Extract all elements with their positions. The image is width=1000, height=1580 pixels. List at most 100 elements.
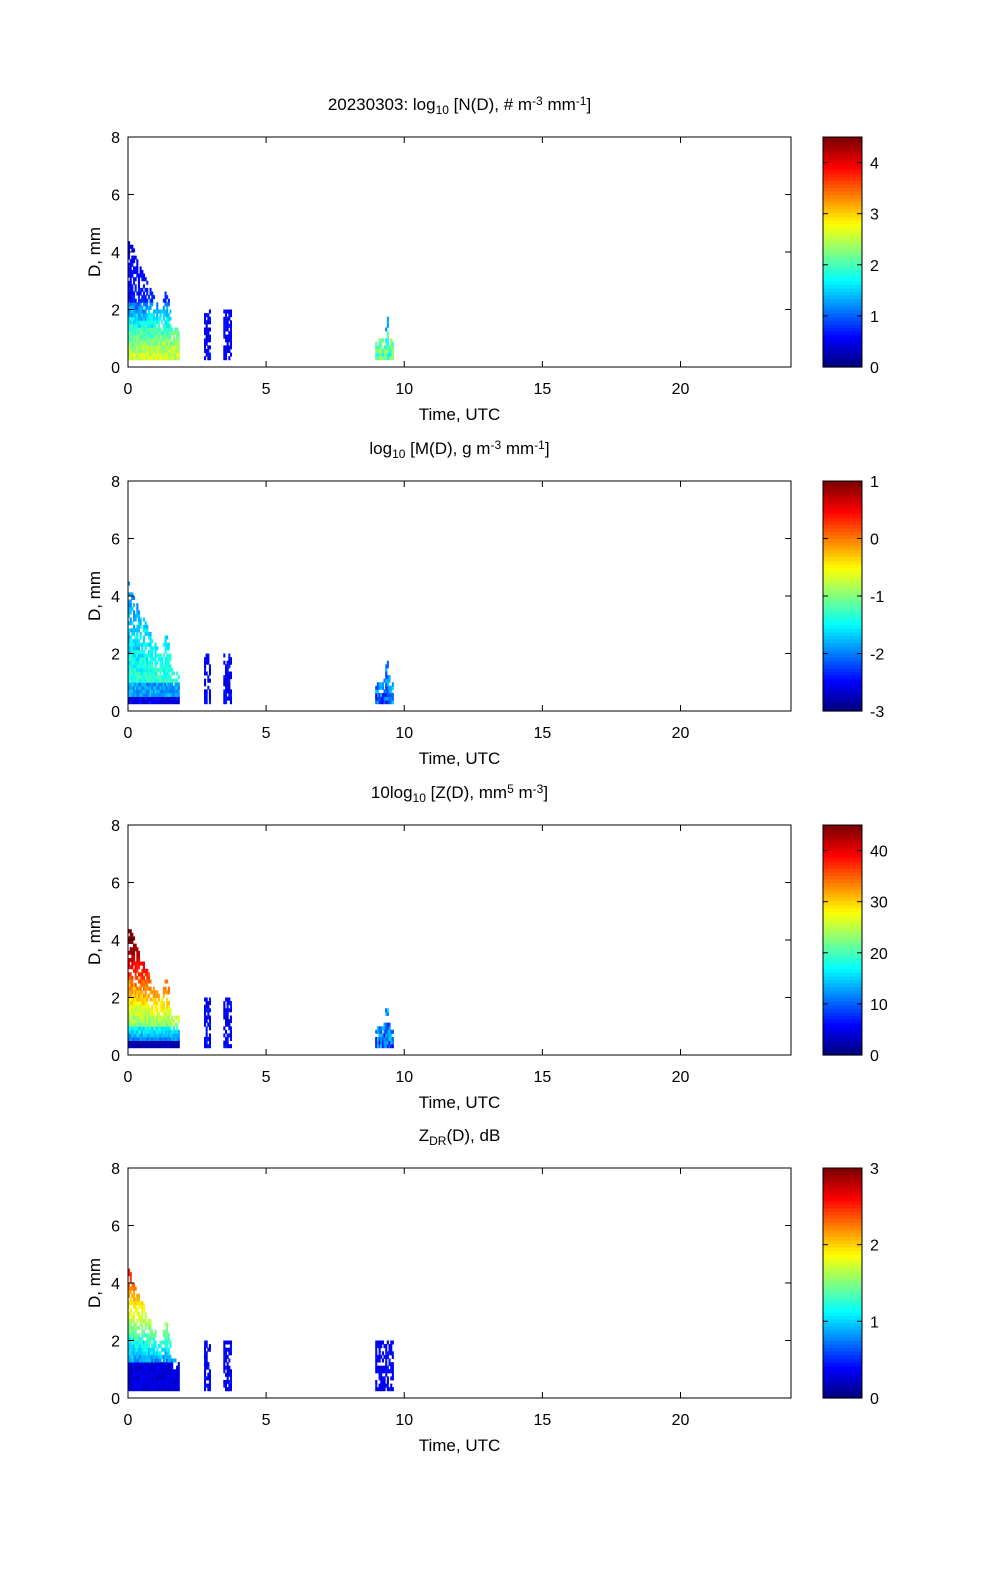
chart-panel-1: 20230303: log10 [N(D), # m-3 mm-1]0 5 10 15… — [85, 94, 879, 424]
heatmap-cell — [133, 990, 136, 995]
heatmap-cell — [376, 356, 379, 361]
heatmap-cell — [225, 1387, 228, 1392]
heatmap-cell — [136, 947, 139, 952]
heatmap-cell — [386, 685, 389, 690]
heatmap-cell — [147, 349, 150, 353]
heatmap-cell — [388, 689, 391, 694]
heatmap-cell — [172, 685, 175, 690]
heatmap-cell — [137, 649, 140, 654]
heatmap-cell — [386, 1044, 389, 1049]
heatmap-cell — [164, 1372, 167, 1377]
heatmap-cell — [375, 1358, 378, 1363]
heatmap-cell — [164, 349, 167, 353]
colorbar-swatch — [823, 1329, 862, 1334]
heatmap-cell — [169, 1365, 172, 1370]
colorbar-swatch — [823, 975, 862, 981]
heatmap-cell — [378, 1347, 381, 1352]
heatmap-cell — [161, 1387, 164, 1392]
heatmap-cell — [204, 1351, 207, 1356]
heatmap-cell — [144, 331, 147, 336]
colorbar-swatch — [823, 664, 862, 669]
heatmap-cell — [157, 327, 160, 332]
heatmap-cell — [226, 678, 229, 683]
heatmap-cell — [128, 244, 131, 249]
colorbar-swatch — [823, 1229, 862, 1234]
colorbar-swatch — [823, 1387, 862, 1392]
heatmap-cell — [133, 968, 136, 973]
heatmap-cell — [147, 1037, 150, 1041]
heatmap-cell — [166, 1344, 169, 1349]
heatmap-cell — [228, 1383, 231, 1388]
heatmap-cell — [385, 1008, 388, 1013]
heatmap-cell — [229, 327, 232, 332]
heatmap-cell — [207, 675, 210, 680]
heatmap-cell — [375, 1354, 378, 1359]
heatmap-cell — [137, 950, 140, 955]
heatmap-cell — [204, 1340, 207, 1345]
heatmap-cell — [228, 331, 231, 336]
heatmap-cell — [159, 1354, 162, 1359]
heatmap-cell — [171, 327, 174, 332]
heatmap-cell — [133, 653, 136, 658]
heatmap-cell — [156, 341, 159, 346]
heatmap-cell — [147, 341, 150, 346]
heatmap-cell — [141, 1301, 144, 1305]
heatmap-cell — [144, 295, 147, 300]
heatmap-cell — [151, 302, 154, 307]
heatmap-cell — [226, 309, 229, 314]
heatmap-cell — [164, 682, 167, 687]
heatmap-cell — [205, 1362, 208, 1367]
heatmap-cell — [383, 1026, 386, 1031]
heatmap-cell — [137, 291, 140, 296]
heatmap-cell — [149, 1008, 152, 1013]
heatmap-cell — [137, 1037, 140, 1041]
heatmap-cell — [167, 1029, 170, 1034]
colorbar-swatch — [823, 1358, 862, 1363]
heatmap-cell — [131, 961, 134, 966]
heatmap-cell — [147, 972, 150, 977]
heatmap-cell — [136, 323, 139, 328]
heatmap-cell — [131, 298, 134, 303]
heatmap-cell — [204, 1383, 207, 1388]
heatmap-cell — [162, 334, 165, 339]
heatmap-cell — [146, 993, 149, 998]
heatmap-cell — [131, 642, 134, 647]
heatmap-cell — [157, 345, 160, 350]
heatmap-cell — [375, 1362, 378, 1367]
heatmap-cell — [208, 671, 211, 676]
title-part: 5 — [507, 782, 514, 796]
heatmap-cell — [133, 603, 136, 608]
heatmap-cell — [162, 990, 165, 995]
x-axis-label: Time, UTC — [419, 749, 501, 768]
heatmap-cell — [172, 1383, 175, 1388]
heatmap-cell — [228, 345, 231, 350]
heatmap-cell — [385, 675, 388, 680]
heatmap-cell — [152, 334, 155, 339]
heatmap-cell — [134, 1040, 137, 1045]
heatmap-cell — [149, 1015, 152, 1020]
colorbar-swatch — [823, 1351, 862, 1356]
heatmap-cell — [139, 287, 142, 292]
heatmap-cell — [225, 675, 228, 680]
heatmap-cell — [164, 639, 167, 644]
colorbar-swatch — [823, 527, 862, 532]
heatmap-cell — [137, 671, 140, 676]
heatmap-cell — [131, 284, 134, 289]
heatmap-cell — [141, 1365, 144, 1370]
heatmap-cell — [161, 657, 164, 662]
colorbar-swatch — [823, 657, 862, 662]
chart-panel-3: 10log10 [Z(D), mm5 m-3]0 5 10 15 2002468Time… — [85, 782, 888, 1112]
heatmap-cell — [139, 997, 142, 1002]
heatmap-cell — [157, 1369, 160, 1374]
heatmap-cell — [229, 1340, 232, 1345]
heatmap-cell — [146, 1354, 149, 1359]
heatmap-cell — [146, 1340, 149, 1345]
heatmap-cell — [172, 678, 175, 683]
heatmap-cell — [207, 1387, 210, 1392]
heatmap-cell — [164, 1040, 167, 1045]
heatmap-cell — [164, 334, 167, 339]
heatmap-cell — [164, 979, 167, 984]
heatmap-cell — [391, 1029, 394, 1034]
heatmap-cell — [157, 349, 160, 353]
heatmap-cell — [142, 313, 145, 318]
